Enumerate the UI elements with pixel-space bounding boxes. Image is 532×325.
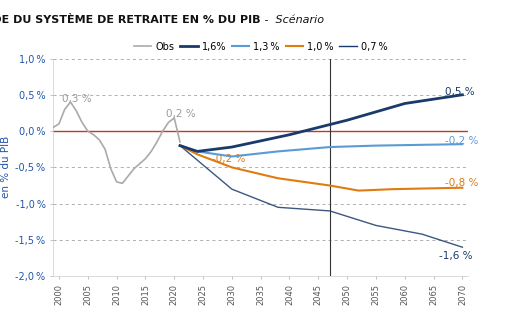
Legend: Obs, 1,6%, 1,3 %, 1,0 %, 0,7 %: Obs, 1,6%, 1,3 %, 1,0 %, 0,7 % <box>134 42 387 52</box>
Text: SOLDE DU SYSTÈME DE RETRAITE EN % DU PIB: SOLDE DU SYSTÈME DE RETRAITE EN % DU PIB <box>0 15 261 25</box>
Text: 0,3 %: 0,3 % <box>62 94 92 104</box>
Text: -1,6 %: -1,6 % <box>439 251 473 261</box>
Y-axis label: en % du PIB: en % du PIB <box>1 136 11 199</box>
Text: -0,8 %: -0,8 % <box>445 178 478 188</box>
Text: -0,2 %: -0,2 % <box>445 136 478 146</box>
Text: 0,5 %: 0,5 % <box>445 87 475 97</box>
Text: 0,2 %: 0,2 % <box>165 109 195 119</box>
Text: -  Scénario: - Scénario <box>261 15 323 25</box>
Text: -0,2 %: -0,2 % <box>212 154 245 164</box>
